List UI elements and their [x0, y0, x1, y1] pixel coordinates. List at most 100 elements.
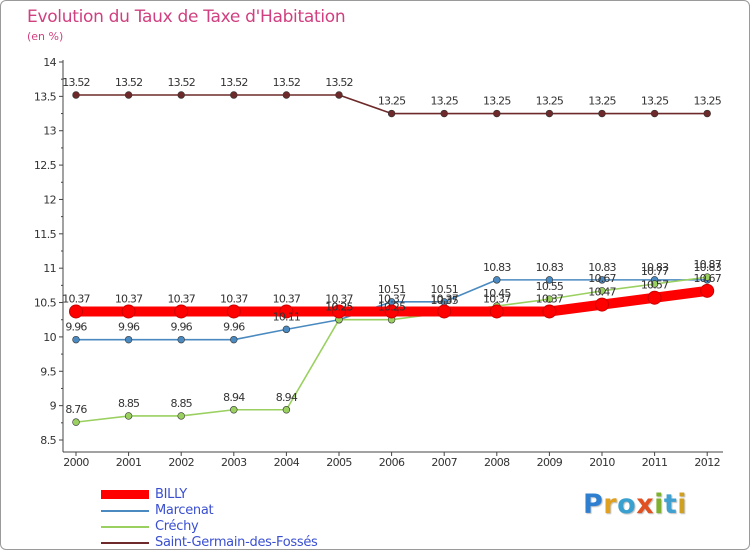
data-label-crechy: 10.77	[641, 265, 669, 278]
data-point-billy	[174, 304, 189, 319]
data-label-marcenat: 10.83	[483, 261, 511, 274]
data-point-marcenat	[230, 335, 238, 344]
data-label-billy: 10.67	[693, 272, 721, 285]
y-tick-label: 10	[43, 331, 56, 344]
x-tick-label: 2009	[537, 456, 563, 469]
data-point-crechy	[72, 418, 80, 426]
data-label-billy: 10.37	[220, 292, 248, 305]
data-label-crechy: 8.94	[276, 391, 298, 404]
y-tick-label: 10.5	[34, 297, 57, 310]
data-label-crechy: 10.25	[325, 301, 353, 314]
data-label-marcenat: 10.83	[693, 261, 721, 274]
data-label-saint-germain: 13.25	[641, 95, 669, 108]
logo-letter: r	[603, 489, 618, 520]
logo-letter: o	[617, 489, 637, 520]
legend-swatch-crechy	[101, 526, 149, 528]
chart-title: Evolution du Taux de Taxe d'Habitation	[27, 7, 346, 27]
data-label-saint-germain: 13.25	[378, 95, 406, 108]
data-point-saint-germain	[282, 91, 291, 99]
data-label-crechy: 8.94	[223, 391, 245, 404]
logo-letter: i	[654, 489, 664, 520]
data-point-saint-germain	[387, 109, 396, 118]
y-tick-label: 12.5	[34, 159, 57, 172]
data-point-billy	[226, 304, 241, 319]
x-tick-label: 2000	[63, 456, 89, 469]
data-point-crechy	[124, 412, 133, 420]
data-point-marcenat	[598, 276, 606, 284]
data-label-billy: 10.37	[62, 292, 90, 305]
data-label-billy: 10.37	[536, 292, 564, 305]
data-point-billy	[647, 290, 662, 305]
data-point-marcenat	[545, 276, 554, 284]
data-label-crechy: 10.55	[536, 280, 564, 293]
data-label-saint-germain: 13.25	[693, 95, 721, 108]
logo-letter: x	[636, 489, 655, 520]
legend-label-saint-germain: Saint-Germain-des-Fossés	[155, 535, 318, 550]
data-label-saint-germain: 13.25	[588, 95, 616, 108]
x-tick-label: 2011	[642, 456, 668, 469]
data-label-saint-germain: 13.52	[325, 76, 353, 89]
y-tick-label: 13.5	[34, 90, 57, 103]
data-point-marcenat	[72, 335, 80, 344]
data-label-crechy: 10.35	[430, 294, 458, 307]
data-point-marcenat	[282, 325, 291, 334]
data-point-saint-germain	[177, 91, 185, 99]
data-label-billy: 10.37	[483, 292, 511, 305]
data-point-billy	[700, 283, 715, 298]
data-point-marcenat	[177, 335, 185, 344]
data-point-billy	[437, 304, 452, 319]
data-label-billy: 10.47	[588, 286, 616, 299]
data-label-billy: 10.57	[641, 279, 669, 292]
data-label-marcenat: 10.83	[536, 261, 564, 274]
data-label-crechy: 10.45	[483, 287, 511, 300]
data-point-saint-germain	[493, 109, 501, 118]
legend-swatch-marcenat	[101, 510, 149, 512]
x-tick-label: 2001	[116, 456, 142, 469]
data-point-marcenat	[493, 276, 501, 284]
data-point-billy	[489, 304, 504, 319]
x-tick-label: 2002	[168, 456, 194, 469]
data-label-saint-germain: 13.25	[430, 95, 458, 108]
data-label-marcenat: 10.83	[588, 261, 616, 274]
legend-swatch-billy	[101, 490, 149, 499]
data-label-billy: 10.37	[325, 292, 353, 305]
x-tick-label: 2012	[694, 456, 720, 469]
data-point-saint-germain	[124, 91, 133, 99]
y-tick-label: 8.5	[40, 434, 56, 447]
y-tick-label: 9	[50, 400, 57, 413]
data-point-crechy	[703, 273, 711, 281]
legend-label-marcenat: Marcenat	[155, 503, 214, 518]
data-point-billy	[69, 304, 83, 319]
data-label-saint-germain: 13.52	[273, 76, 301, 89]
data-point-saint-germain	[650, 109, 659, 118]
data-point-billy	[121, 304, 136, 319]
data-point-saint-germain	[703, 109, 711, 118]
data-label-marcenat: 9.96	[65, 321, 87, 334]
data-point-crechy	[650, 280, 659, 288]
data-label-billy: 10.37	[378, 292, 406, 305]
y-tick-label: 9.5	[40, 365, 56, 378]
data-label-saint-germain: 13.52	[167, 76, 195, 89]
data-point-billy	[542, 304, 557, 319]
data-point-crechy	[177, 412, 185, 420]
data-label-billy: 10.37	[273, 292, 301, 305]
logo-letter: t	[663, 489, 678, 520]
data-point-saint-germain	[72, 91, 80, 99]
x-tick-label: 2003	[221, 456, 247, 469]
data-point-crechy	[230, 406, 238, 414]
y-tick-label: 11.5	[34, 228, 57, 241]
chart-subtitle: (en %)	[27, 30, 64, 43]
data-label-marcenat: 10.11	[273, 310, 301, 323]
data-point-crechy	[598, 287, 606, 295]
data-label-marcenat: 10.83	[641, 261, 669, 274]
data-point-saint-germain	[230, 91, 238, 99]
data-point-billy	[595, 297, 609, 312]
data-label-saint-germain: 13.25	[483, 95, 511, 108]
x-tick-label: 2004	[274, 456, 300, 469]
y-tick-label: 12	[43, 193, 56, 206]
data-label-marcenat: 10.25	[325, 301, 353, 314]
proxiti-logo: Proxiti	[583, 489, 687, 520]
data-label-marcenat: 9.96	[171, 321, 193, 334]
data-label-saint-germain: 13.52	[62, 76, 90, 89]
